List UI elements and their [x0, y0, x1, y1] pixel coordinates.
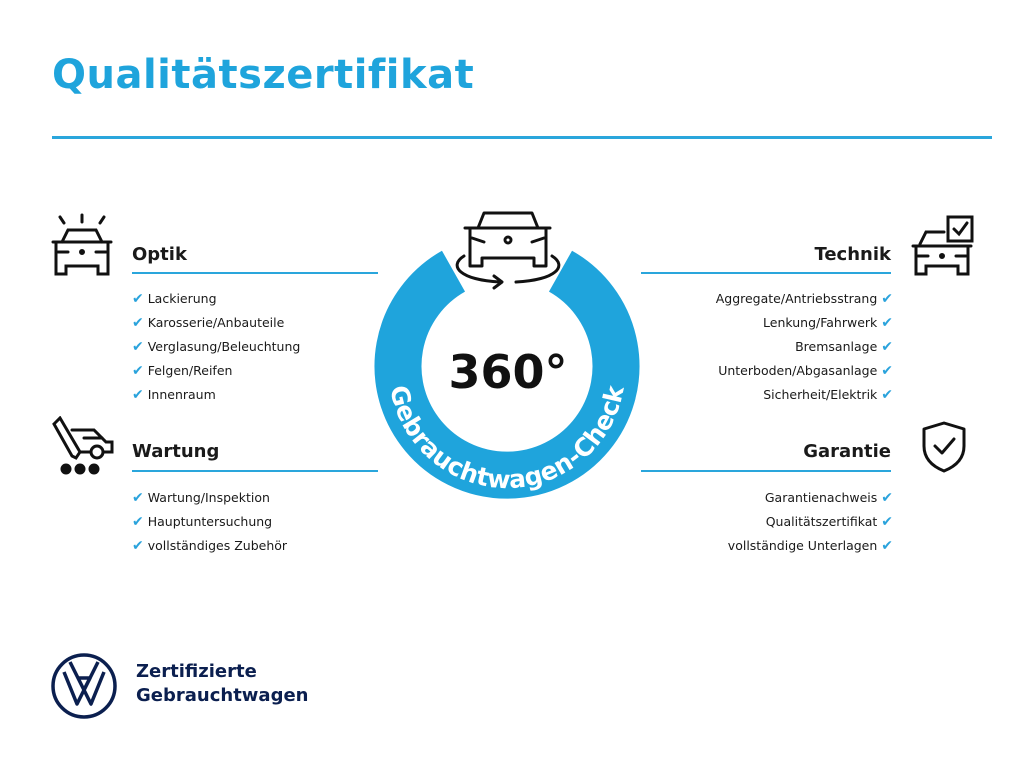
- section-heading-wartung: Wartung: [132, 441, 220, 462]
- check-icon: ✔: [881, 514, 893, 530]
- list-item: Qualitätszertifikat ✔: [765, 514, 893, 530]
- check-icon: ✔: [132, 315, 144, 331]
- section-heading-optik: Optik: [132, 244, 187, 265]
- vw-logo: [51, 653, 117, 719]
- section-divider: [641, 272, 891, 274]
- section-divider: [641, 470, 891, 472]
- check-icon: ✔: [881, 490, 893, 506]
- car-lights-icon: [51, 213, 113, 276]
- title-divider: [52, 136, 992, 139]
- car-rotate-icon: [455, 211, 561, 290]
- list-item: ✔ Wartung/Inspektion: [132, 490, 270, 506]
- list-item: ✔ Lackierung: [132, 291, 217, 307]
- section-heading-garantie: Garantie: [803, 441, 891, 462]
- check-icon: ✔: [132, 490, 144, 506]
- check-icon: ✔: [132, 387, 144, 403]
- section-divider: [132, 470, 378, 472]
- check-icon: ✔: [881, 538, 893, 554]
- footer-brand-text: Zertifizierte Gebrauchtwagen: [136, 660, 308, 708]
- shield-check-icon: [922, 421, 966, 473]
- list-item: ✔ Hauptuntersuchung: [132, 514, 273, 530]
- check-icon: ✔: [132, 339, 144, 355]
- technik-list: Aggregate/Antriebsstrang ✔ Lenkung/Fahrw…: [716, 287, 893, 407]
- check-icon: ✔: [881, 387, 893, 403]
- check-icon: ✔: [132, 538, 144, 554]
- list-item: ✔ Innenraum: [132, 387, 216, 403]
- list-item: Garantienachweis ✔: [764, 490, 893, 506]
- list-item: vollständige Unterlagen ✔: [727, 538, 893, 554]
- list-item: ✔ vollständiges Zubehör: [132, 538, 288, 554]
- optik-list: ✔ Lackierung ✔ Karosserie/Anbauteile ✔ V…: [132, 287, 300, 407]
- wartung-list: ✔ Wartung/Inspektion ✔ Hauptuntersuchung…: [132, 486, 287, 558]
- section-divider: [132, 272, 378, 274]
- footer-line-1: Zertifizierte: [136, 661, 257, 682]
- ring-arc: [374, 250, 640, 499]
- check-icon: ✔: [132, 514, 144, 530]
- degrees-label: 360°: [448, 345, 567, 399]
- list-item: ✔ Verglasung/Beleuchtung: [132, 339, 301, 355]
- check-icon: ✔: [881, 315, 893, 331]
- gebrauchtwagen-check-badge: Gebrauchtwagen-Check 360°: [374, 211, 640, 499]
- check-icon: ✔: [881, 291, 893, 307]
- list-item: Unterboden/Abgasanlage ✔: [718, 363, 893, 379]
- page-title: Qualitätszertifikat: [52, 52, 475, 98]
- footer-line-2: Gebrauchtwagen: [136, 685, 309, 706]
- check-icon: ✔: [132, 363, 144, 379]
- check-icon: ✔: [881, 339, 893, 355]
- list-item: Bremsanlage ✔: [795, 339, 893, 355]
- car-checklist-icon: [911, 215, 974, 276]
- list-item: ✔ Felgen/Reifen: [132, 363, 233, 379]
- garantie-list: Garantienachweis ✔ Qualitätszertifikat ✔…: [728, 486, 893, 558]
- list-item: Aggregate/Antriebsstrang ✔: [715, 291, 893, 307]
- service-van-icon: [52, 416, 114, 475]
- check-icon: ✔: [881, 363, 893, 379]
- list-item: ✔ Karosserie/Anbauteile: [132, 315, 285, 331]
- list-item: Sicherheit/Elektrik ✔: [763, 387, 893, 403]
- section-heading-technik: Technik: [814, 244, 891, 265]
- check-icon: ✔: [132, 291, 144, 307]
- list-item: Lenkung/Fahrwerk ✔: [763, 315, 893, 331]
